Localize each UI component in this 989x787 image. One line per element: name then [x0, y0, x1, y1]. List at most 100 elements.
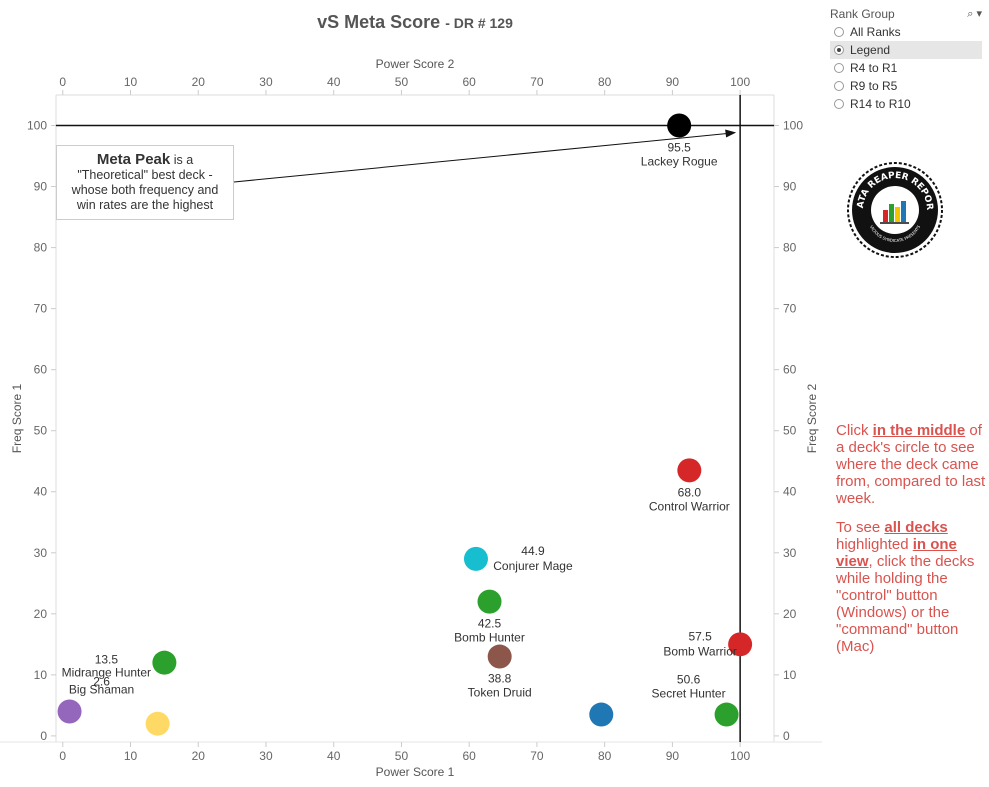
- x-top-tick-label: 20: [192, 75, 206, 89]
- point-name-label: Bomb Warrior: [663, 644, 737, 658]
- deck-point-big-shaman[interactable]: [57, 699, 82, 724]
- chart-title-sub: - DR # 129: [445, 15, 513, 31]
- y-tick-label: 80: [34, 241, 48, 255]
- rank-option-label: R9 to R5: [850, 79, 898, 93]
- radio-icon[interactable]: [834, 99, 844, 109]
- y-tick-label: 20: [34, 607, 48, 621]
- rank-option-label: R4 to R1: [850, 61, 898, 75]
- point-score-label: 95.5: [667, 141, 691, 155]
- help-paragraph-2: To see all decks highlighted in one view…: [836, 519, 975, 655]
- rank-option-label: R14 to R10: [850, 97, 911, 111]
- y-right-tick-label: 100: [783, 119, 803, 133]
- help-paragraph-1: Click in the middle of a deck's circle t…: [836, 422, 986, 507]
- radio-icon[interactable]: [834, 81, 844, 91]
- chevron-down-icon[interactable]: ▾: [976, 8, 982, 20]
- radio-icon[interactable]: [834, 45, 844, 55]
- deck-point[interactable]: [145, 711, 170, 736]
- annotation-text1: is a: [170, 153, 194, 167]
- y-axis-left-label: Freq Score 1: [10, 383, 24, 453]
- y-tick-label: 90: [34, 180, 48, 194]
- rank-option-all-ranks[interactable]: All Ranks: [830, 23, 982, 41]
- y-right-tick-label: 70: [783, 302, 797, 316]
- chart-title-main: vS Meta Score: [317, 12, 441, 32]
- point-score-label: 2.6: [93, 674, 110, 688]
- y-tick-label: 30: [34, 546, 48, 560]
- deck-point-lackey-rogue[interactable]: [667, 113, 692, 138]
- x-tick-label: 70: [530, 749, 544, 763]
- annotation-text3: whose both frequency and: [71, 183, 219, 197]
- deck-point[interactable]: [589, 702, 614, 727]
- rank-option-label: All Ranks: [850, 25, 901, 39]
- rank-group-title: Rank Group: [830, 7, 895, 21]
- y-tick-label: 10: [34, 668, 48, 682]
- y-tick-label: 70: [34, 302, 48, 316]
- scatter-chart[interactable]: 0 0 10 10 20 20 30 30 40 40 50 50 60 60 70 70 80 80 90 90 10…: [0, 0, 830, 787]
- x-axis-top-label: Power Score 2: [376, 57, 455, 71]
- deck-point-midrange-hunter[interactable]: [152, 650, 177, 675]
- point-name-label: Secret Hunter: [652, 687, 726, 701]
- point-score-label: 42.5: [478, 617, 502, 631]
- y-right-tick-label: 30: [783, 546, 797, 560]
- x-top-tick-label: 90: [666, 75, 680, 89]
- x-top-tick-label: 0: [59, 75, 66, 89]
- y-right-tick-label: 0: [783, 729, 790, 743]
- point-name-label: Bomb Hunter: [454, 631, 525, 645]
- x-top-tick-label: 10: [124, 75, 138, 89]
- help-text: Click in the middle of a deck's circle t…: [836, 422, 986, 667]
- x-top-tick-label: 50: [395, 75, 409, 89]
- radio-icon[interactable]: [834, 63, 844, 73]
- point-name-label: Big Shaman: [69, 682, 134, 696]
- point-score-label: 44.9: [521, 544, 545, 558]
- radio-icon[interactable]: [834, 27, 844, 37]
- rank-group-filter: Rank Group ⌕ ▾ All Ranks Legend R4 to R1 R9…: [830, 5, 982, 113]
- annotation-arrowhead: [725, 129, 737, 138]
- rank-options-list: All Ranks Legend R4 to R1 R9 to R5 R14 to R1…: [830, 23, 982, 113]
- data-reaper-logo: DATA REAPER REPORT VICIOUS SYNDICATE PRE…: [845, 160, 943, 258]
- deck-point-bomb-warrior[interactable]: [728, 632, 753, 657]
- filter-tools[interactable]: ⌕ ▾: [967, 7, 982, 21]
- y-right-tick-label: 50: [783, 424, 797, 438]
- point-name-label: Midrange Hunter: [62, 666, 151, 680]
- rank-option-label: Legend: [850, 43, 891, 57]
- point-score-label: 50.6: [677, 673, 701, 687]
- rank-option-r9-to-r5[interactable]: R9 to R5: [830, 77, 982, 95]
- annotation-text4: win rates are the highest: [76, 198, 214, 212]
- deck-point-token-druid[interactable]: [487, 644, 512, 669]
- rank-option-legend[interactable]: Legend: [830, 41, 982, 59]
- x-top-tick-label: 40: [327, 75, 341, 89]
- y-tick-label: 60: [34, 363, 48, 377]
- meta-peak-annotation: Meta Peak is a "Theoretical" best deck -…: [56, 145, 234, 220]
- x-tick-label: 90: [666, 749, 680, 763]
- deck-point-control-warrior[interactable]: [677, 458, 702, 483]
- deck-point-secret-hunter[interactable]: [714, 702, 739, 727]
- y-axis-right-label: Freq Score 2: [805, 383, 819, 453]
- x-tick-label: 40: [327, 749, 341, 763]
- x-tick-label: 60: [463, 749, 477, 763]
- point-score-label: 68.0: [678, 485, 702, 499]
- point-score-label: 13.5: [95, 653, 119, 667]
- deck-point-conjurer-mage[interactable]: [463, 546, 488, 571]
- y-tick-label: 40: [34, 485, 48, 499]
- point-name-label: Conjurer Mage: [493, 559, 573, 573]
- y-right-tick-label: 20: [783, 607, 797, 621]
- x-axis-bottom-label: Power Score 1: [376, 765, 455, 779]
- y-right-tick-label: 10: [783, 668, 797, 682]
- rank-group-header: Rank Group ⌕ ▾: [830, 5, 982, 23]
- point-name-label: Token Druid: [468, 686, 532, 700]
- x-top-tick-label: 100: [730, 75, 750, 89]
- x-tick-label: 30: [259, 749, 273, 763]
- x-top-tick-label: 80: [598, 75, 612, 89]
- point-name-label: Lackey Rogue: [641, 155, 718, 169]
- annotation-arrow-line: [233, 133, 728, 183]
- point-score-label: 38.8: [488, 672, 512, 686]
- rank-option-r14-to-r10[interactable]: R14 to R10: [830, 95, 982, 113]
- y-right-tick-label: 90: [783, 180, 797, 194]
- x-tick-label: 100: [730, 749, 750, 763]
- y-right-tick-label: 40: [783, 485, 797, 499]
- rank-option-r4-to-r1[interactable]: R4 to R1: [830, 59, 982, 77]
- annotation-text2: "Theoretical" best deck -: [77, 168, 213, 182]
- search-icon[interactable]: ⌕: [967, 8, 974, 20]
- deck-point-bomb-hunter[interactable]: [477, 589, 502, 614]
- annotation-bold: Meta Peak: [96, 151, 171, 168]
- y-tick-label: 100: [27, 119, 47, 133]
